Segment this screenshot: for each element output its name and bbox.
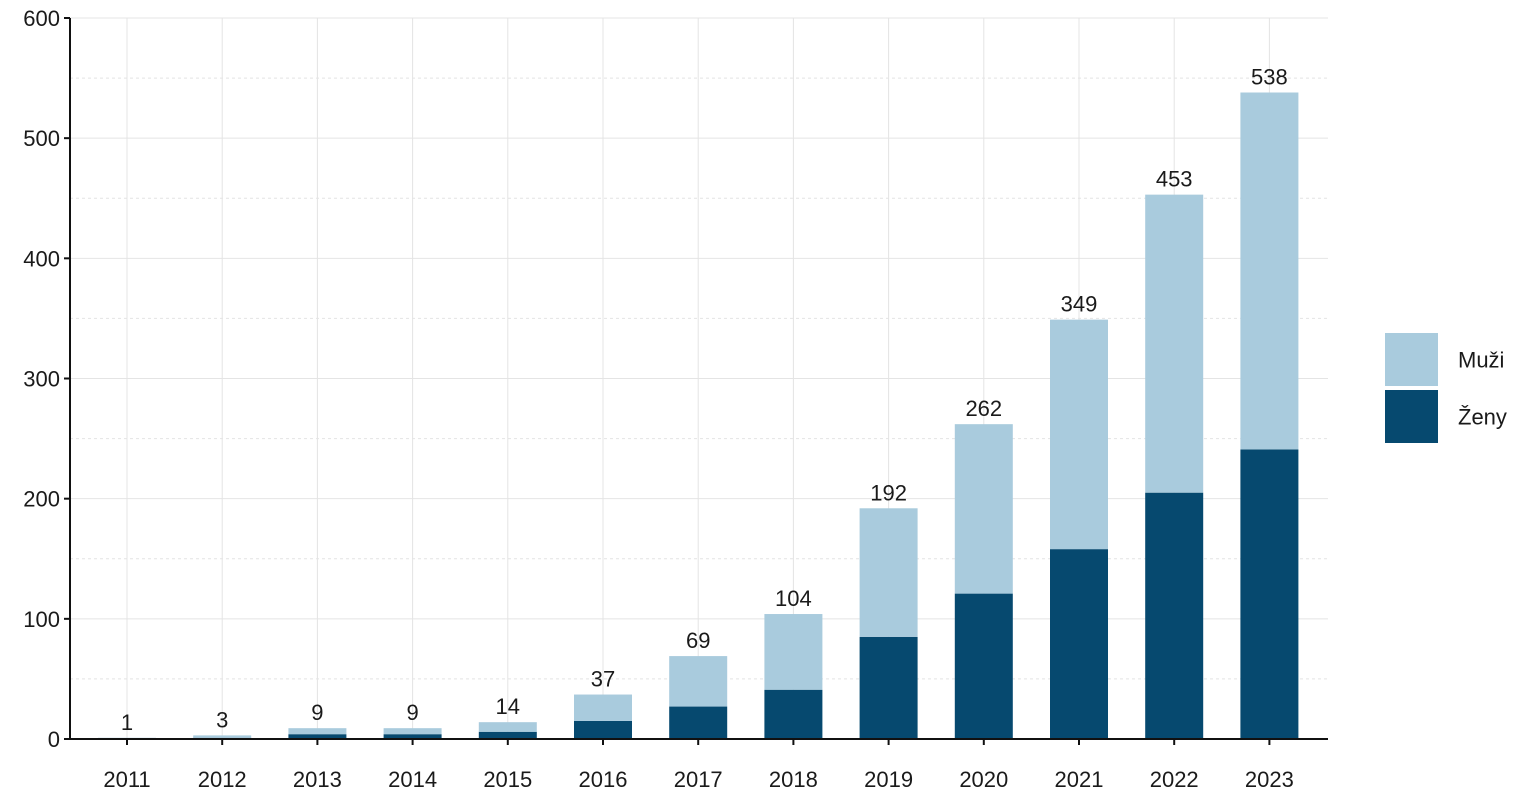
- bar-segment-mui-2016: [574, 694, 632, 721]
- total-label-2016: 37: [591, 667, 615, 692]
- x-tick-label: 2015: [483, 767, 532, 792]
- legend-label-0: Muži: [1458, 348, 1504, 373]
- bar-segment-mui-2012: [193, 735, 252, 738]
- total-label-2019: 192: [870, 480, 907, 505]
- bar-segment-eny-2013: [288, 734, 347, 739]
- bar-segment-eny-2020: [954, 593, 1013, 739]
- y-tick-label: 500: [23, 126, 60, 151]
- total-label-2012: 3: [216, 707, 228, 732]
- x-tick-labels: 2011 2012 2013 2014 2015 2016 2017 2018 2019 2020…: [103, 739, 1294, 792]
- y-tick-label: 0: [48, 727, 60, 752]
- bar-segment-mui-2021: [1050, 319, 1108, 550]
- x-tick-label: 2018: [769, 767, 818, 792]
- y-tick-label: 600: [23, 6, 60, 31]
- x-tick-label: 2012: [198, 767, 247, 792]
- x-tick-label: 2020: [959, 767, 1008, 792]
- x-tick-label: 2014: [388, 767, 437, 792]
- bars: [98, 92, 1299, 739]
- bar-segment-eny-2015: [478, 731, 537, 739]
- bar-segment-eny-2021: [1050, 549, 1108, 739]
- y-tick-label: 100: [23, 607, 60, 632]
- total-label-2014: 9: [406, 700, 418, 725]
- bar-segment-mui-2013: [288, 728, 347, 735]
- legend: Muži Ženy: [1385, 333, 1507, 443]
- total-label-2022: 453: [1156, 167, 1193, 192]
- x-tick-label: 2023: [1245, 767, 1294, 792]
- x-tick-label: 2019: [864, 767, 913, 792]
- x-tick-label: 2021: [1055, 767, 1104, 792]
- total-label-2021: 349: [1061, 292, 1098, 317]
- total-label-2015: 14: [496, 694, 520, 719]
- bar-segment-mui-2023: [1240, 92, 1299, 450]
- y-tick-labels: 0 100 200 300 400 500 600: [23, 6, 70, 752]
- x-tick-label: 2017: [674, 767, 723, 792]
- bar-segment-mui-2017: [669, 656, 728, 707]
- bar-segment-mui-2022: [1145, 194, 1204, 493]
- x-tick-label: 2022: [1150, 767, 1199, 792]
- bar-segment-eny-2022: [1145, 492, 1204, 739]
- bar-segment-mui-2015: [478, 722, 537, 732]
- legend-key-1: [1385, 390, 1438, 443]
- total-label-2017: 69: [686, 628, 710, 653]
- bar-segment-eny-2017: [669, 706, 728, 739]
- y-tick-label: 300: [23, 367, 60, 392]
- bar-segment-eny-2019: [859, 636, 918, 739]
- y-tick-label: 400: [23, 246, 60, 271]
- total-label-2020: 262: [965, 396, 1002, 421]
- bar-segment-mui-2018: [764, 614, 823, 690]
- y-tick-label: 200: [23, 487, 60, 512]
- bar-segment-mui-2014: [383, 728, 442, 735]
- bar-segment-eny-2018: [764, 689, 823, 739]
- total-label-2023: 538: [1251, 65, 1288, 90]
- x-tick-label: 2013: [293, 767, 342, 792]
- total-label-2013: 9: [311, 700, 323, 725]
- x-tick-label: 2011: [103, 767, 150, 792]
- data-labels: 1 3 9 9 14 37 69 104 192 262 349 453 538: [121, 65, 1288, 735]
- bar-segment-mui-2020: [954, 424, 1013, 594]
- x-tick-label: 2016: [579, 767, 628, 792]
- bar-segment-mui-2019: [859, 508, 918, 637]
- total-label-2018: 104: [775, 586, 812, 611]
- legend-label-1: Ženy: [1458, 405, 1507, 430]
- total-label-2011: 1: [121, 710, 133, 735]
- bar-segment-eny-2023: [1240, 449, 1299, 739]
- legend-key-0: [1385, 333, 1438, 386]
- bar-segment-eny-2014: [383, 734, 442, 739]
- bar-segment-eny-2016: [574, 720, 632, 739]
